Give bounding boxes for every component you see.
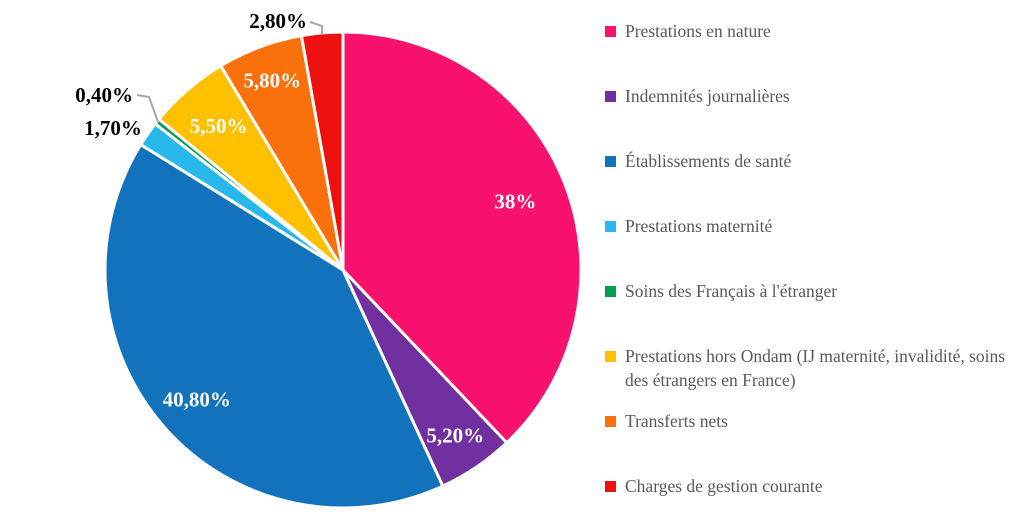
legend-swatch-icon bbox=[605, 286, 616, 297]
legend-item-5: Prestations hors Ondam (IJ maternité, in… bbox=[605, 345, 1009, 392]
legend-item-7: Charges de gestion courante bbox=[605, 475, 1009, 499]
legend-label: Établissements de santé bbox=[625, 151, 792, 171]
legend-swatch-icon bbox=[605, 156, 616, 167]
pie-slice-2 bbox=[103, 143, 445, 510]
pie-data-label-2: 40,80% bbox=[163, 387, 231, 411]
legend-label: Indemnités journalières bbox=[625, 86, 790, 106]
pie-chart: 38% 5,20% 40,80% 1,70% 0,40% 5,50% 5,80% 2,80% bbox=[75, 9, 583, 510]
legend-label: Prestations hors Ondam (IJ maternité, in… bbox=[625, 346, 1006, 390]
legend-swatch-icon bbox=[605, 481, 616, 492]
legend-item-3: Prestations maternité bbox=[605, 215, 1009, 239]
legend-item-4: Soins des Français à l'étranger bbox=[605, 280, 1009, 304]
pie-data-label-3: 1,70% bbox=[84, 116, 142, 140]
legend-item-2: Établissements de santé bbox=[605, 150, 1009, 174]
legend-item-0: Prestations en nature bbox=[605, 20, 1009, 44]
pie-data-label-4: 0,40% bbox=[75, 83, 133, 107]
legend-swatch-icon bbox=[605, 91, 616, 102]
legend-swatch-icon bbox=[605, 351, 616, 362]
legend-item-1: Indemnités journalières bbox=[605, 85, 1009, 109]
pie-data-label-0: 38% bbox=[494, 189, 536, 213]
legend-label: Prestations maternité bbox=[625, 216, 773, 236]
label-leader-line-7 bbox=[309, 21, 323, 34]
pie-data-label-1: 5,20% bbox=[426, 424, 484, 448]
pie-data-label-7: 2,80% bbox=[249, 9, 307, 33]
pie-data-label-5: 5,50% bbox=[190, 114, 248, 138]
pie-slice-0 bbox=[341, 30, 583, 445]
pie-data-label-6: 5,80% bbox=[243, 69, 301, 93]
legend-item-6: Transferts nets bbox=[605, 410, 1009, 434]
legend-label: Soins des Français à l'étranger bbox=[625, 281, 838, 301]
legend-label: Charges de gestion courante bbox=[625, 476, 823, 496]
legend-label: Transferts nets bbox=[625, 411, 728, 431]
label-leader-line-4 bbox=[136, 94, 159, 123]
legend-swatch-icon bbox=[605, 26, 616, 37]
legend-label: Prestations en nature bbox=[625, 21, 771, 41]
legend-swatch-icon bbox=[605, 221, 616, 232]
chart-legend: Prestations en nature Indemnités journali… bbox=[605, 0, 1009, 532]
legend-swatch-icon bbox=[605, 416, 616, 427]
